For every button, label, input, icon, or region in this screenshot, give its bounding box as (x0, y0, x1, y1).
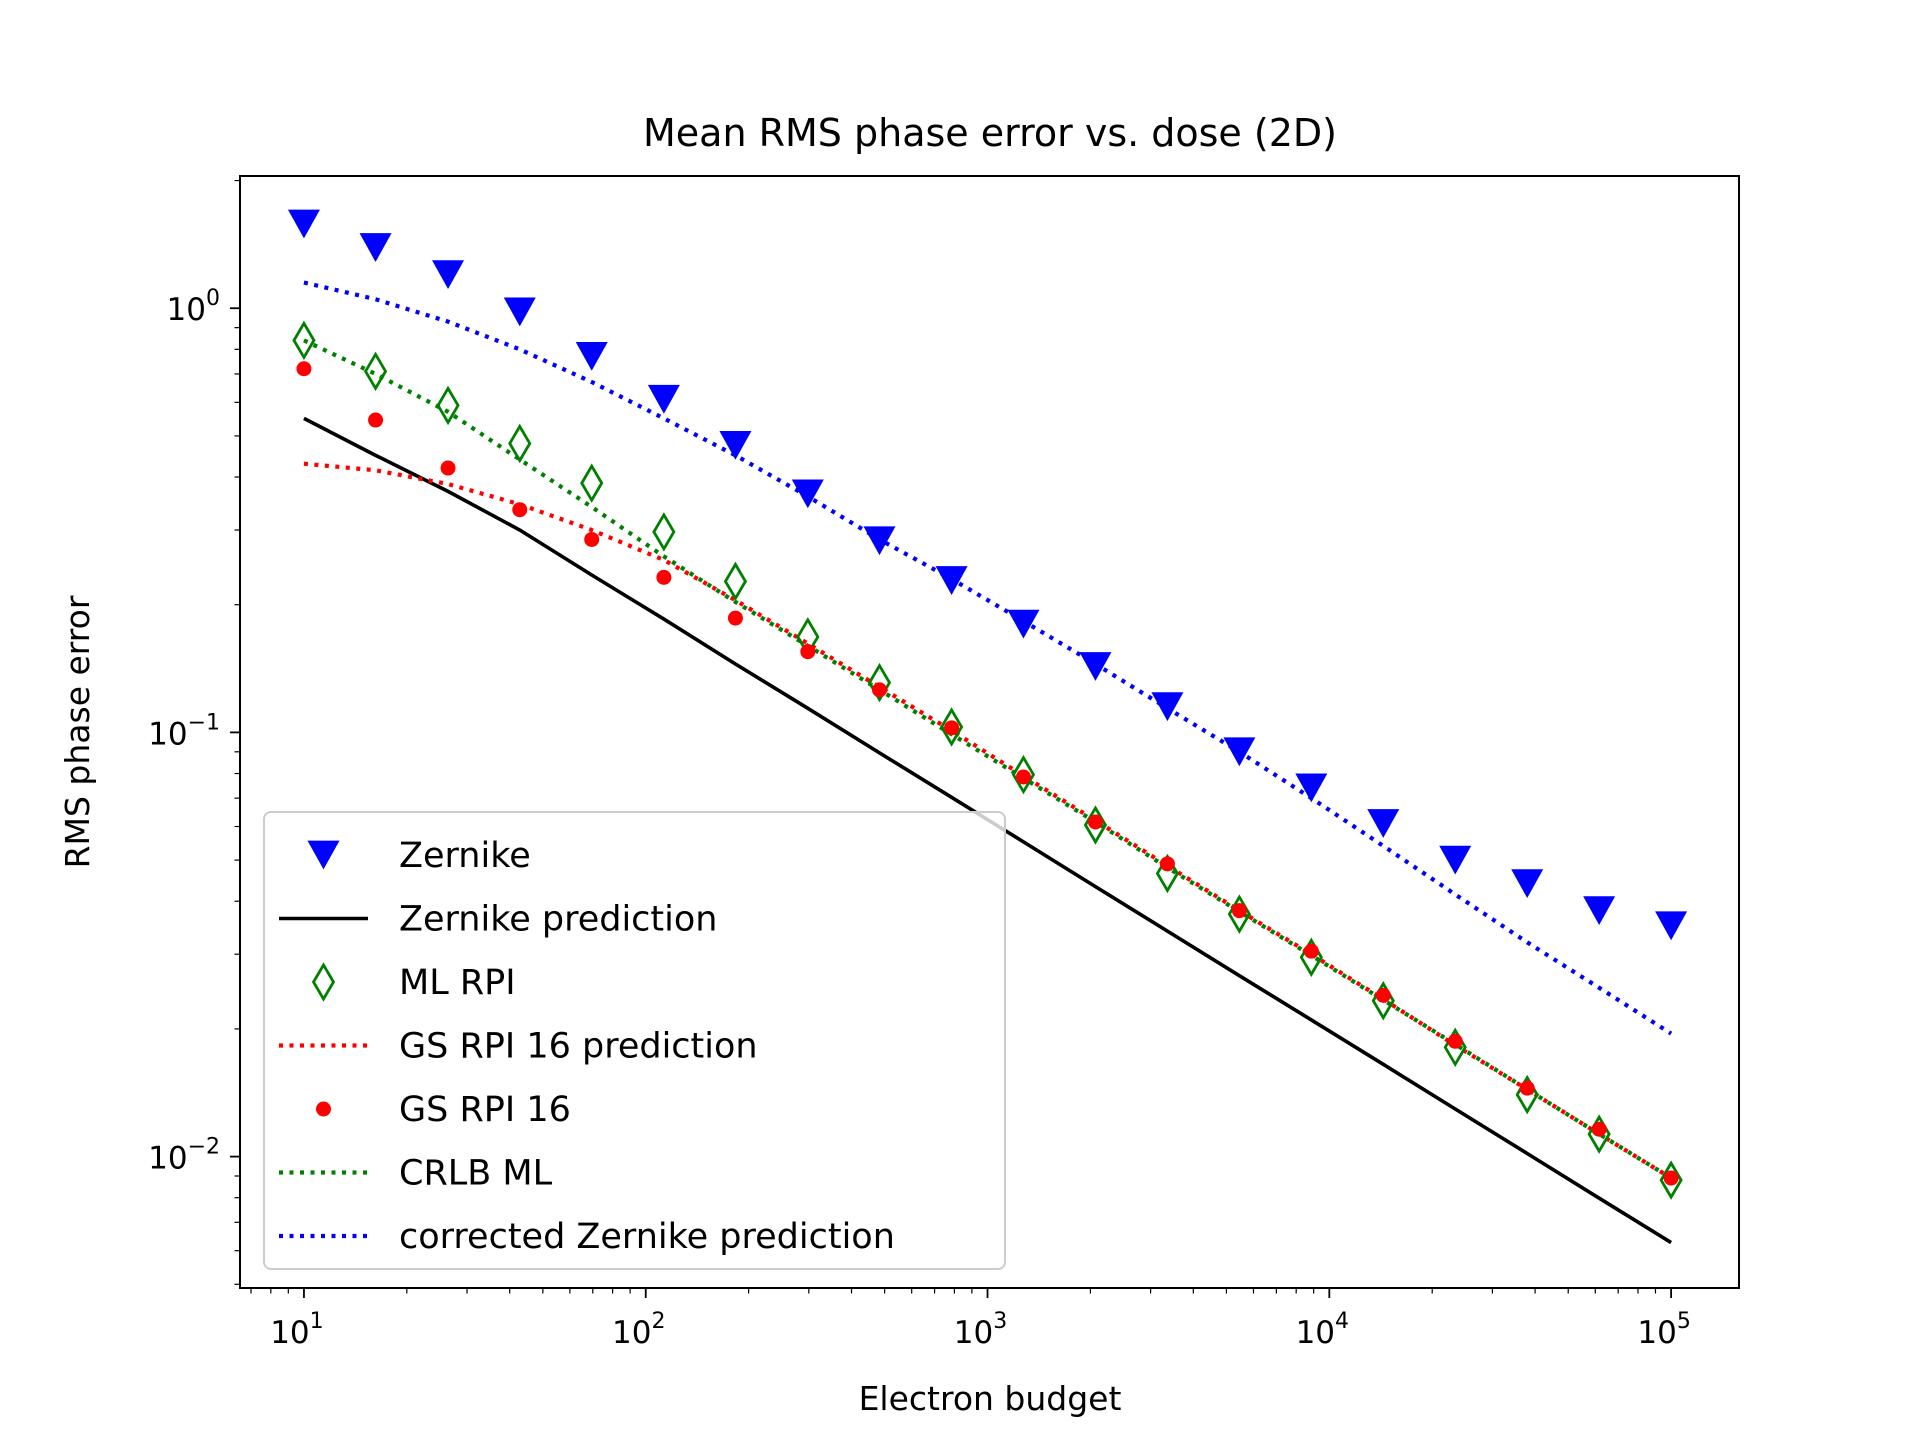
zernike-point (503, 297, 536, 327)
x-tick-label: 104 (1296, 1309, 1349, 1351)
y-tick-label: 10−2 (148, 1135, 220, 1177)
zernike-point (1511, 869, 1544, 899)
zernike-point (359, 233, 392, 262)
gs-rpi-16-point (871, 682, 887, 698)
zernike-point (1007, 609, 1040, 639)
zernike-point (575, 341, 608, 371)
zernike-point (791, 479, 824, 509)
gs-rpi-16-point (296, 361, 312, 377)
zernike-point (287, 209, 320, 239)
legend-gs-rpi-16-prediction-label: GS RPI 16 prediction (399, 1027, 758, 1067)
legend-gs-rpi-16-label: GS RPI 16 (399, 1090, 571, 1130)
x-tick-label: 102 (612, 1309, 665, 1351)
legend-zernike-label: Zernike (399, 836, 531, 876)
ml-rpi-point (363, 351, 388, 392)
ml-rpi-point (1155, 853, 1180, 894)
legend-gs-rpi-16-handle (316, 1101, 331, 1117)
y-tick-label: 100 (167, 286, 220, 328)
ml-rpi-point (436, 385, 460, 426)
x-tick-label: 103 (954, 1309, 1007, 1351)
gs-rpi-16-prediction-line (303, 461, 1673, 1180)
gs-rpi-16-point (512, 502, 528, 518)
x-tick-label: 101 (270, 1309, 323, 1351)
gs-rpi-16-point (440, 460, 456, 476)
corrected-zernike-prediction-line (303, 280, 1673, 1036)
legend-zernike-handle (307, 840, 340, 870)
zernike-point (1151, 692, 1184, 722)
gs-rpi-16-point (1087, 814, 1103, 830)
ml-rpi-point (580, 463, 604, 503)
x-axis: 101 102 103 104 105 (250, 1288, 1691, 1351)
plot-marks (287, 209, 1688, 1245)
legend: Zernike Zernike prediction ML RPI GS RPI 16… (263, 811, 1006, 1270)
gs-rpi-16-point (800, 644, 816, 660)
zernike-point (719, 430, 752, 460)
chart-title: Mean RMS phase error vs. dose (2D) (643, 111, 1337, 155)
gs-rpi-16-point (1303, 943, 1319, 959)
gs-rpi-16-point (1519, 1080, 1535, 1096)
crlb-ml-line (303, 338, 1673, 1180)
legend-corrected-zernike-prediction-label: corrected Zernike prediction (399, 1217, 895, 1257)
zernike-point (863, 526, 896, 556)
gs-rpi-16-point (1375, 987, 1391, 1003)
zernike-point (1223, 737, 1256, 767)
legend-crlb-ml-label: CRLB ML (399, 1154, 553, 1194)
zernike-point (1439, 845, 1472, 875)
gs-rpi-16-point (1231, 903, 1247, 919)
gs-rpi-16-point (656, 569, 672, 585)
y-tick-label: 10−1 (148, 710, 220, 752)
gs-rpi-16-point (727, 610, 743, 626)
zernike-point (647, 384, 680, 414)
gs-rpi-16-point (368, 412, 384, 428)
ml-rpi-point (292, 320, 316, 361)
y-axis-label: RMS phase error (58, 595, 97, 868)
zernike-point (432, 260, 465, 290)
gs-rpi-16-point (1447, 1033, 1463, 1049)
y-axis: 10−2 10−1 100 (148, 179, 240, 1285)
ml-rpi-point (867, 662, 892, 703)
gs-rpi-16-point (1159, 856, 1175, 872)
legend-ml-rpi-label: ML RPI (399, 963, 516, 1003)
gs-rpi-16-point (1591, 1121, 1607, 1137)
ml-rpi-point (939, 707, 964, 747)
legend-zernike-prediction-label: Zernike prediction (399, 900, 717, 940)
ml-rpi-point (1659, 1160, 1683, 1200)
ml-rpi-point (652, 512, 676, 552)
gs-rpi-16-point (944, 720, 960, 736)
legend-box (263, 811, 1006, 1270)
zernike-point (935, 566, 968, 595)
gs-rpi-16-point (584, 531, 600, 547)
gs-rpi-16-point (1015, 769, 1031, 785)
ml-rpi-point (723, 561, 748, 602)
gs-rpi-16-point (1663, 1170, 1679, 1186)
zernike-point (1295, 773, 1328, 803)
legend-ml-rpi-handle (311, 962, 336, 1002)
zernike-point (1583, 896, 1616, 926)
x-tick-label: 105 (1637, 1309, 1690, 1351)
x-axis-label: Electron budget (859, 1379, 1122, 1418)
zernike-point (1367, 809, 1400, 838)
zernike-point (1079, 652, 1112, 681)
ml-rpi-point (1011, 754, 1036, 795)
zernike-point (1655, 911, 1688, 941)
ml-rpi-point (508, 423, 532, 464)
